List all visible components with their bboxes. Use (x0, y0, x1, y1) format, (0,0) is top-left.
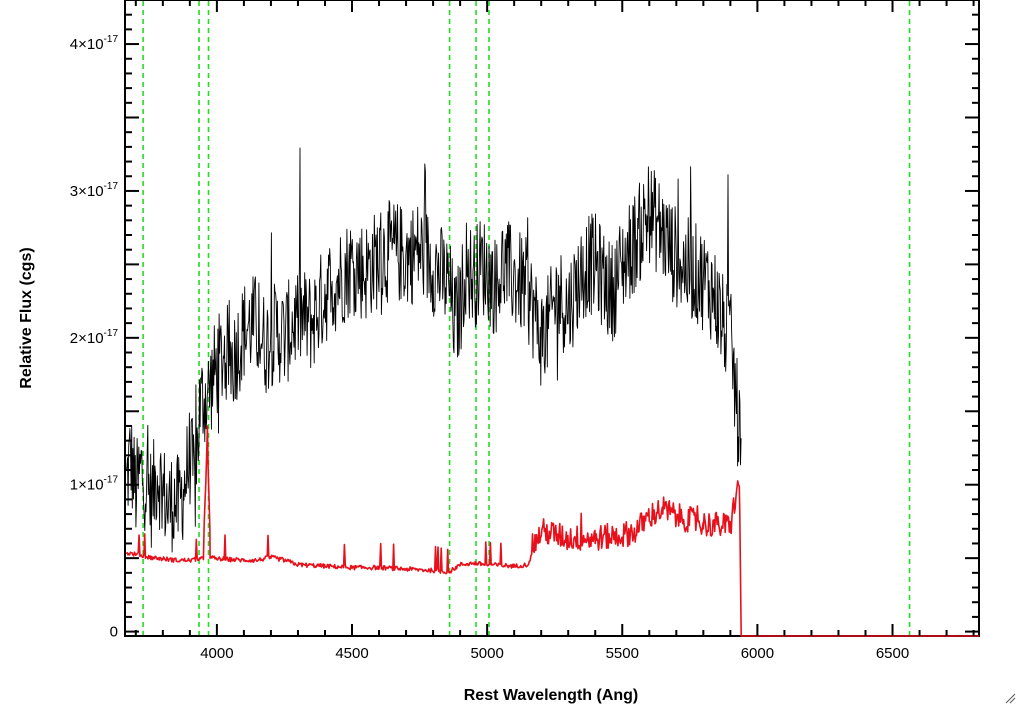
x-tick-label: 6000 (741, 645, 774, 662)
plot-frame (124, 0, 980, 637)
y-axis-label: Relative Flux (cgs) (18, 247, 35, 388)
y-tick-label: 4×10-17 (70, 34, 119, 53)
observed-spectrum-line (125, 147, 742, 553)
x-tick-label: 6500 (876, 645, 909, 662)
resize-grip-icon[interactable] (1004, 692, 1016, 704)
model-spectrum-line (125, 425, 979, 637)
x-tick-label: 4000 (200, 645, 233, 662)
x-tick-label: 5000 (470, 645, 503, 662)
y-tick-label: 0 (110, 624, 118, 641)
y-tick-label: 3×10-17 (70, 181, 119, 200)
x-tick-label: 5500 (606, 645, 639, 662)
y-tick-label: 2×10-17 (70, 328, 119, 347)
emission-line-markers (142, 1, 911, 635)
x-axis-label: Rest Wavelength (Ang) (464, 687, 639, 704)
y-tick-label: 1×10-17 (70, 475, 119, 494)
x-tick-label: 4500 (335, 645, 368, 662)
spectrum-series (125, 147, 979, 637)
x-axis-ticks: 4000 4500 5000 5500 6000 6500 (134, 0, 975, 662)
y-axis-ticks: 0 1×10-17 2×10-17 3×10-17 4×10-17 (70, 13, 979, 641)
